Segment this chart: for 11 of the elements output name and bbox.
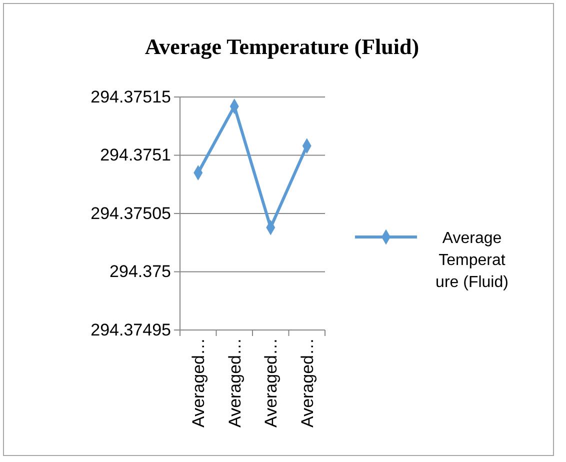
x-tick-label: Averaged… [225, 338, 244, 428]
y-tick-label: 294.3751 [100, 146, 171, 165]
legend-label: Average Temperature (Fluid) [436, 230, 508, 291]
x-tick-label: Averaged… [262, 338, 281, 428]
y-tick-label: 294.37505 [90, 204, 171, 223]
chart-title: Average Temperature (Fluid) [144, 34, 420, 59]
y-tick-label: 294.37495 [90, 320, 171, 340]
y-tick-label: 294.375 [110, 262, 171, 282]
x-tick-label: Averaged… [298, 338, 317, 428]
y-tick-label: 294.37515 [90, 87, 171, 106]
x-tick-label: Averaged… [189, 338, 208, 428]
